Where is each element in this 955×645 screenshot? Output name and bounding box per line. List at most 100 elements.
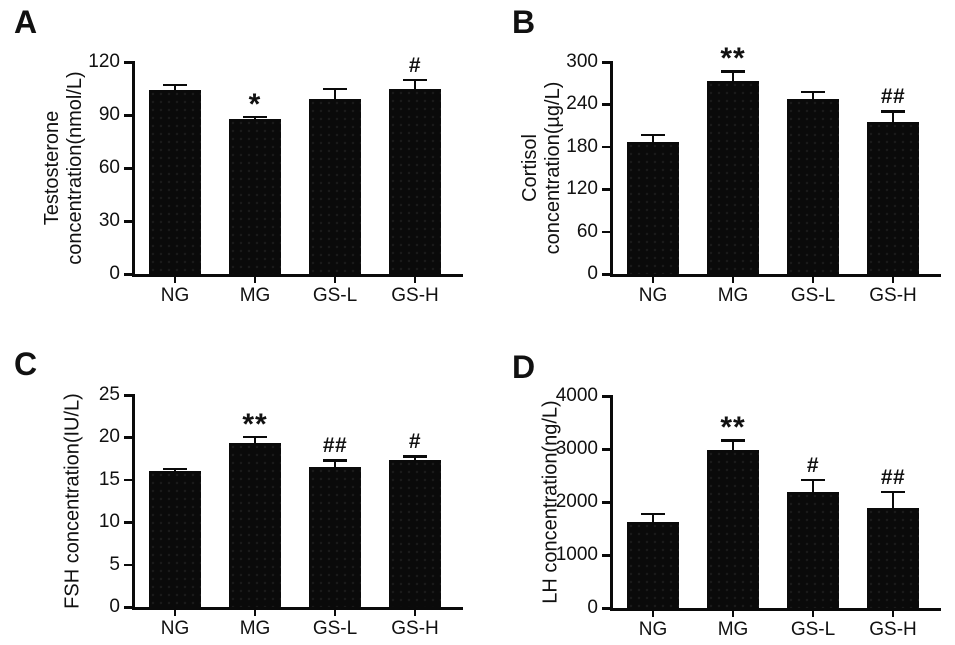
y-tick-label: 2000 <box>555 491 598 512</box>
error-bar-cap <box>641 512 665 516</box>
y-tick <box>602 448 610 451</box>
error-bar-cap <box>243 115 267 119</box>
bar <box>867 122 919 274</box>
error-bar <box>812 91 814 102</box>
significance-marker: ## <box>880 85 906 109</box>
y-tick-label: 300 <box>566 51 598 72</box>
y-tick <box>602 607 610 610</box>
y-tick-label: 30 <box>98 210 120 231</box>
error-bar-cap <box>881 110 905 113</box>
y-axis-line <box>610 61 613 277</box>
significance-marker: ** <box>242 407 268 441</box>
bar <box>787 492 839 608</box>
y-tick <box>124 394 132 397</box>
y-tick <box>124 606 132 609</box>
error-bar <box>732 71 734 84</box>
x-axis-line <box>132 607 463 610</box>
y-tick <box>602 273 610 276</box>
y-tick <box>124 273 132 276</box>
error-bar <box>334 460 336 470</box>
y-tick-label: 25 <box>98 384 120 405</box>
error-bar <box>334 88 336 102</box>
x-tick-label: GS-H <box>869 619 917 640</box>
significance-marker: # <box>408 430 422 454</box>
panel-C-fsh: C 0 5 10 15 20 25 FSH concentration(IU/L) NG ** M… <box>0 322 477 644</box>
error-bar <box>732 440 734 452</box>
y-tick-label: 90 <box>98 104 120 125</box>
y-axis-line <box>132 61 135 277</box>
y-tick <box>602 395 610 398</box>
cortisol-bar-chart: 0 60 120 180 240 300 Cortisol concentration(µg/… <box>478 0 955 322</box>
x-tick-label: GS-H <box>391 618 439 639</box>
y-axis-label: Testosterone concentration(nmol/L) <box>41 71 87 264</box>
error-bar-cap <box>801 478 825 482</box>
error-bar <box>174 468 176 474</box>
significance-marker: * <box>248 87 262 121</box>
y-axis-label-line: FSH concentration(IU/L) <box>61 393 84 609</box>
lh-bar-chart: 0 1000 2000 3000 4000 LH concentration(ng/L) N… <box>478 334 955 645</box>
y-tick-label: 60 <box>576 220 598 242</box>
error-bar-cap <box>403 455 427 458</box>
significance-marker: ** <box>720 411 746 445</box>
significance-marker: ## <box>880 465 906 489</box>
x-tick-label: MG <box>239 618 271 639</box>
x-tick <box>254 610 256 616</box>
error-bar <box>254 436 256 446</box>
y-tick <box>602 230 610 234</box>
y-tick-label: 5 <box>109 553 120 575</box>
y-tick <box>124 563 132 567</box>
error-bar-cap <box>323 87 347 90</box>
error-bar <box>414 79 416 91</box>
y-tick-label: 60 <box>98 157 120 178</box>
bar <box>867 507 919 608</box>
error-bar <box>414 456 416 463</box>
bar <box>149 90 201 274</box>
x-tick-label: GS-L <box>312 285 358 306</box>
x-tick <box>732 611 734 617</box>
y-tick-label: 0 <box>587 597 598 618</box>
y-tick-label: 0 <box>109 263 120 284</box>
y-tick-label: 240 <box>566 93 598 115</box>
error-bar-cap <box>323 459 347 462</box>
significance-marker: # <box>408 53 422 77</box>
x-tick <box>414 610 416 616</box>
x-tick-label: NG <box>160 618 190 639</box>
panel-D-lh: D 0 1000 2000 3000 4000 LH concentration(ng/L… <box>478 323 955 645</box>
x-axis-line <box>132 274 463 277</box>
bar <box>627 522 679 608</box>
y-tick <box>124 114 132 117</box>
error-bar-cap <box>721 439 745 442</box>
panel-letter-C: C <box>14 346 39 382</box>
y-axis-label-line: Cortisol <box>519 134 541 202</box>
y-axis-line <box>132 394 135 610</box>
error-bar <box>652 513 654 525</box>
y-tick-label: 20 <box>98 426 120 448</box>
y-tick <box>602 61 610 64</box>
error-bar-cap <box>641 133 665 137</box>
x-tick <box>812 277 814 283</box>
error-bar <box>812 479 814 495</box>
y-tick <box>602 554 610 557</box>
error-bar-cap <box>243 435 267 439</box>
x-tick-label: NG <box>638 619 668 640</box>
y-axis-label-line: concentration(µg/L) <box>542 81 564 255</box>
bar <box>149 471 201 607</box>
y-tick-label: 10 <box>98 511 120 533</box>
error-bar <box>652 134 654 144</box>
x-tick <box>174 610 176 616</box>
error-bar-cap <box>881 490 905 494</box>
x-tick <box>334 277 336 283</box>
x-tick-label: GS-H <box>869 285 917 306</box>
y-tick-label: 0 <box>587 263 598 284</box>
y-tick <box>124 220 132 223</box>
panel-letter-D: D <box>512 349 537 385</box>
panel-letter-B: B <box>512 4 537 40</box>
error-bar <box>892 491 894 510</box>
x-tick-label: MG <box>717 285 749 306</box>
x-tick-label: GS-L <box>790 285 836 306</box>
panel-B-cortisol: B 0 60 120 180 240 300 Cortisol concentration(µ… <box>478 0 955 322</box>
x-tick <box>254 277 256 283</box>
x-tick-label: GS-H <box>391 285 439 306</box>
y-tick-label: 120 <box>566 178 598 200</box>
x-axis-line <box>610 274 941 277</box>
